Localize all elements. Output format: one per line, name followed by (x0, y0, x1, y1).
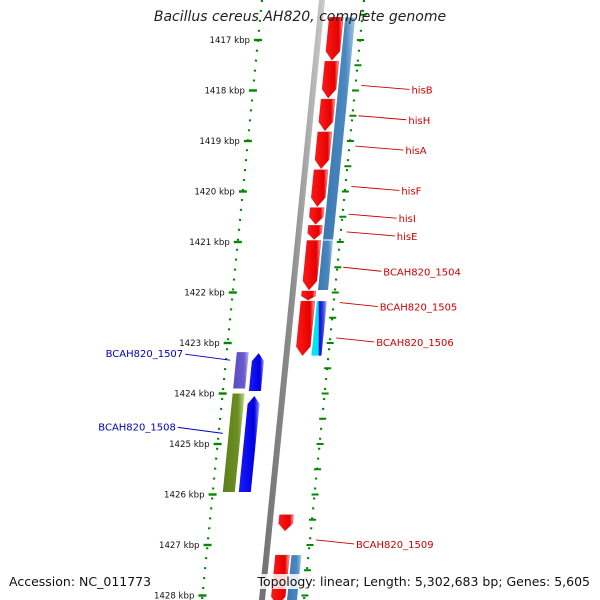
gene-label: hisB (411, 85, 432, 96)
accession-info: Accession: NC_011773 (7, 574, 154, 589)
scale-tick-label: 1427 kbp (159, 541, 200, 551)
forward-gene-arrow (296, 300, 316, 356)
gene-label: hisE (397, 232, 418, 243)
gene-label-leader (358, 115, 407, 121)
topology-value: linear (319, 574, 356, 589)
scale-tick-label: 1426 kbp (164, 491, 205, 501)
scale-tick-label: 1423 kbp (179, 339, 220, 349)
forward-gene-arrow (321, 61, 340, 99)
genes-label: Genes: (506, 574, 551, 589)
reverse-gene-arrow (233, 352, 249, 389)
forward-feature-bar (311, 301, 327, 356)
gene-label: hisH (408, 116, 430, 127)
forward-gene-arrow (325, 17, 344, 61)
scale-tick-label: 1418 kbp (204, 87, 245, 97)
scale-tick-label: 1421 kbp (189, 238, 230, 248)
scale-tick-label: 1425 kbp (169, 440, 210, 450)
gene-label: BCAH820_1509 (356, 540, 434, 551)
gene-label: BCAH820_1504 (383, 267, 461, 278)
scale-tick-label: 1422 kbp (184, 289, 225, 299)
backbone-layer (200, 0, 366, 600)
gene-label-leader (315, 539, 355, 545)
accession-label: Accession: (9, 574, 76, 589)
scale-layer: 1417 kbp 1418 kbp 1419 kbp 1420 kbp 1421 kbp… (154, 13, 367, 600)
gene-label-leader (336, 337, 375, 343)
scale-tick-label: 1420 kbp (194, 188, 235, 198)
forward-gene-arrow (278, 514, 294, 532)
gene-label: hisI (399, 214, 416, 225)
gene-label-leader (346, 231, 395, 237)
gene-label: BCAH820_1505 (380, 303, 458, 314)
topology-label: Topology: (257, 574, 317, 589)
gene-label-leader (361, 85, 410, 90)
backbone-line (259, 0, 325, 600)
forward-gene-arrow (314, 131, 332, 170)
gene-label: BCAH820_1508 (98, 422, 176, 433)
genome-info: Topology: linear; Length: 5,302,683 bp; … (255, 574, 592, 589)
scale-tick-label: 1424 kbp (174, 390, 215, 400)
forward-gene-arrow (318, 98, 336, 132)
gene-label-leader (348, 213, 397, 219)
gene-label: hisF (401, 186, 421, 197)
forward-gene-arrow (311, 169, 329, 207)
forward-feature-bar (323, 17, 356, 240)
forward-feature-bar (318, 240, 333, 290)
page-title: Bacillus cereus AH820, complete genome (153, 9, 447, 25)
reverse-gene-arrow (248, 353, 264, 391)
forward-gene-arrow (302, 240, 322, 291)
gene-label-leader (355, 145, 404, 151)
accession-value: NC_011773 (79, 574, 152, 589)
length-label: Length: (363, 574, 411, 589)
gene-label-leader (339, 302, 378, 308)
reverse-gene-arrow (238, 396, 260, 492)
reverse-gene-arrow (222, 393, 245, 492)
gene-label-leader (343, 266, 382, 272)
labels-layer: hisB hisH hisA hisF hisI hisE BCAH820_1504 BCAH… (98, 85, 461, 551)
forward-gene-arrow (301, 290, 317, 301)
gene-label: BCAH820_1506 (376, 338, 454, 349)
scale-tick-label: 1419 kbp (199, 137, 240, 147)
gene-label-leader (177, 426, 223, 434)
scale-tick-label: 1417 kbp (210, 36, 251, 46)
gene-label: BCAH820_1507 (106, 349, 184, 360)
forward-gene-arrow (307, 225, 323, 240)
scale-tick-label: 1428 kbp (154, 592, 195, 600)
genes-value: 5,605 (554, 574, 590, 589)
forward-gene-arrow (309, 207, 325, 225)
gene-label: hisA (405, 146, 426, 157)
gene-label-leader (185, 353, 231, 361)
gene-label-leader (351, 186, 400, 191)
length-value: 5,302,683 bp (414, 574, 499, 589)
